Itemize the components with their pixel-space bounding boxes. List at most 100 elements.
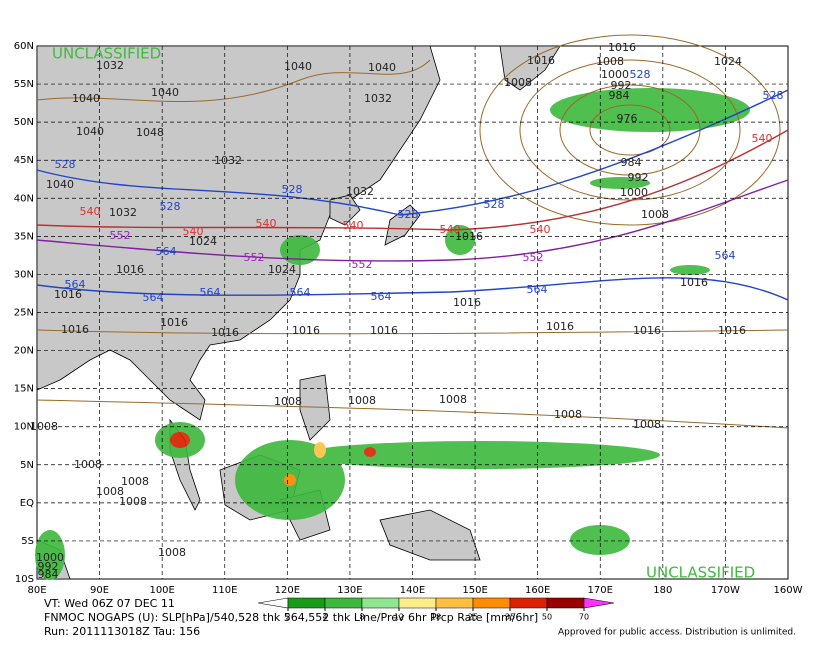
lat-label: 55N — [14, 79, 34, 90]
lon-label: 170W — [711, 585, 740, 596]
lat-label: 5S — [21, 536, 34, 547]
contour-label: 992 — [38, 560, 59, 573]
contour-label: 1008 — [504, 76, 532, 89]
contour-label: 1016 — [455, 230, 483, 243]
colorbar-swatch — [435, 597, 474, 609]
contour-label: 540 — [343, 219, 364, 232]
contour-label: 1016 — [453, 296, 481, 309]
contour-label: 1040 — [76, 125, 104, 138]
contour-label: 1032 — [214, 154, 242, 167]
lon-label: 90E — [90, 585, 109, 596]
contour-label: 1008 — [596, 55, 624, 68]
contour-label: 564 — [200, 286, 221, 299]
colorbar-label: 2 — [285, 613, 290, 622]
lat-label: 60N — [14, 41, 34, 52]
model-info: FNMOC NOGAPS (U): SLP[hPa]/540,528 thk 5… — [44, 611, 538, 624]
lon-label: 170E — [588, 585, 613, 596]
contour-label: 564 — [156, 245, 177, 258]
lon-label: 110E — [212, 585, 237, 596]
colorbar-label: 8 — [359, 613, 364, 622]
contour-label: 1008 — [121, 475, 149, 488]
colorbar-label: 18 — [431, 613, 441, 622]
contour-label: 1016 — [292, 324, 320, 337]
lat-label: 20N — [14, 346, 34, 357]
contour-label: 552 — [110, 229, 131, 242]
contour-label: 1008 — [554, 408, 582, 421]
contour-label: 1024 — [714, 55, 742, 68]
contour-label: 984 — [621, 156, 642, 169]
lat-label: 45N — [14, 155, 34, 166]
colorbar-swatch — [546, 597, 585, 609]
valid-time: VT: Wed 06Z 07 DEC 11 — [44, 597, 175, 610]
contour-label: 1040 — [46, 178, 74, 191]
colorbar-label: 50 — [542, 613, 552, 622]
contour-label: 1032 — [364, 92, 392, 105]
lon-label: 160W — [774, 585, 803, 596]
contour-label: 1008 — [274, 395, 302, 408]
contour-label: 1040 — [72, 92, 100, 105]
colorbar-label: 12 — [394, 613, 404, 622]
lat-label: 35N — [14, 231, 34, 242]
lat-label: 30N — [14, 269, 34, 280]
lon-label: 160E — [525, 585, 550, 596]
lon-label: 100E — [149, 585, 174, 596]
colorbar-label: 4 — [322, 613, 327, 622]
lat-label: 15N — [14, 384, 34, 395]
contour-label: 552 — [244, 251, 265, 264]
contour-label: 528 — [55, 158, 76, 171]
contour-label: 552 — [352, 258, 373, 271]
contour-label: 564 — [527, 283, 548, 296]
lat-label: 10N — [14, 422, 34, 433]
contour-label: 540 — [530, 223, 551, 236]
contour-label: 564 — [371, 290, 392, 303]
contour-label: 1000 — [601, 68, 629, 81]
contour-label: 1008 — [641, 208, 669, 221]
contour-label: 528 — [160, 200, 181, 213]
contour-label: 1016 — [527, 54, 555, 67]
contour-label: 1016 — [718, 324, 746, 337]
contour-label: 528 — [282, 183, 303, 196]
contour-label: 552 — [523, 251, 544, 264]
contour-label: 992 — [611, 79, 632, 92]
contour-label: 1016 — [54, 288, 82, 301]
contour-label: 540 — [256, 217, 277, 230]
colorbar-swatch — [472, 597, 511, 609]
contour-label: 976 — [617, 112, 638, 125]
contour-label: 1024 — [268, 263, 296, 276]
contour-label: 540 — [752, 132, 773, 145]
lon-label: 80E — [27, 585, 46, 596]
colorbar-arrow — [257, 597, 289, 609]
colorbar-label: 25 — [468, 613, 478, 622]
contour-label: 540 — [80, 205, 101, 218]
contour-label: 1016 — [680, 276, 708, 289]
contour-label: 1016 — [160, 316, 188, 329]
contour-label: 1008 — [633, 418, 661, 431]
run-info: Run: 2011113018Z Tau: 156 — [44, 625, 200, 638]
contour-label: 1048 — [136, 126, 164, 139]
contour-label: 1008 — [96, 485, 124, 498]
contour-label: 1008 — [158, 546, 186, 559]
contour-label: 1040 — [368, 61, 396, 74]
grid: 60N55N50N45N40N35N30N25N20N15N10N5NEQ5S1… — [14, 41, 803, 596]
lon-label: 180 — [653, 585, 672, 596]
lon-label: 140E — [400, 585, 425, 596]
contour-label: 1008 — [439, 393, 467, 406]
contour-label: 1000 — [36, 551, 64, 564]
contour-label: 1008 — [119, 495, 147, 508]
thickness-lines — [36, 89, 789, 301]
lat-label: 5N — [20, 460, 34, 471]
lat-label: 10S — [15, 574, 34, 585]
contour-label: 1032 — [346, 185, 374, 198]
contour-label: 1016 — [370, 324, 398, 337]
isobars — [36, 34, 789, 429]
lon-label: 150E — [462, 585, 487, 596]
contour-label: 528 — [398, 208, 419, 221]
contour-label: 984 — [38, 568, 59, 581]
colorbar-swatch — [361, 597, 400, 609]
contour-label: 1016 — [633, 324, 661, 337]
contour-label: 1040 — [151, 86, 179, 99]
contour-label: 1008 — [30, 420, 58, 433]
